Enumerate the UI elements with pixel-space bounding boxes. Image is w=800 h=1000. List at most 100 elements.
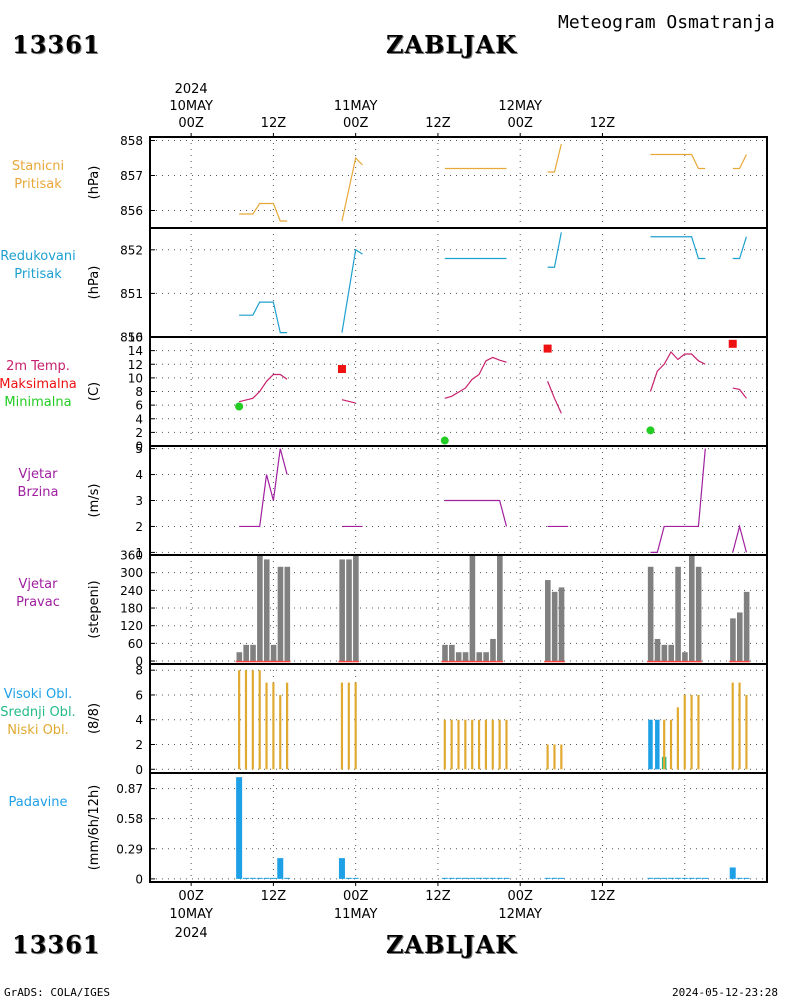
cloud-bar <box>477 719 481 770</box>
time-tick-label-top: 00Z <box>507 116 533 131</box>
frames-layer <box>149 133 768 886</box>
panel-frame <box>149 227 768 338</box>
precipitation-bar <box>236 777 243 879</box>
tmax-marker <box>337 365 346 374</box>
cloud-bar <box>745 694 748 770</box>
cloud-bar <box>340 682 344 770</box>
precipitation-bar <box>482 877 489 879</box>
cloud-bar <box>286 682 289 770</box>
panel-label: Pritisak <box>14 267 62 282</box>
time-tick-label-top: 12Z <box>590 116 616 131</box>
tmin-marker <box>646 426 655 435</box>
y-tick-label: 0 <box>135 655 143 669</box>
precipitation-bar <box>496 877 503 879</box>
unit-label: (hPa) <box>87 166 102 200</box>
cloud-bar <box>491 719 494 770</box>
series-line <box>547 381 562 414</box>
cloud-bar <box>272 682 275 770</box>
cloud-bar <box>655 719 660 770</box>
y-tick-label: 4 <box>135 412 143 426</box>
cloud-bar <box>251 670 254 770</box>
time-tick-label-top: 00Z <box>343 116 369 131</box>
y-tick-label: 0 <box>135 763 143 777</box>
precipitation-bar <box>270 877 277 879</box>
precipitation-bar <box>729 867 736 879</box>
y-tick-label: 6 <box>135 688 143 702</box>
series-line <box>341 156 363 222</box>
precipitation-bar <box>674 877 681 879</box>
panel-label: Vjetar <box>19 467 59 482</box>
wind-direction-bar <box>284 566 291 662</box>
y-tick-label: 851 <box>120 287 143 301</box>
y-tick-label: 857 <box>120 169 143 183</box>
precipitation-bar <box>462 877 469 879</box>
precipitation-bar <box>489 877 496 879</box>
cloud-bar <box>690 694 693 770</box>
wind-direction-bar <box>695 566 702 662</box>
cloud-bar <box>676 707 679 770</box>
precipitation-bar <box>345 877 352 879</box>
cloud-bar <box>354 682 357 770</box>
wind-direction-bar <box>277 566 284 662</box>
y-tick-label: 0 <box>135 872 143 886</box>
cloud-bar <box>244 670 248 770</box>
cloud-bar <box>238 670 241 770</box>
cloud-bar <box>258 670 261 770</box>
unit-label: (8/8) <box>87 703 102 734</box>
day-label-bottom: 11MAY <box>334 907 378 922</box>
cloud-bar <box>697 694 700 770</box>
panel-label: Minimalna <box>4 395 71 410</box>
time-tick-label-top: 12Z <box>425 116 451 131</box>
series-line <box>649 350 706 392</box>
cloud-bar <box>443 719 446 770</box>
day-label-top: 11MAY <box>334 99 378 114</box>
wind-direction-bar <box>730 618 736 662</box>
panel-label: Vjetar <box>19 577 59 592</box>
day-label-top: 12MAY <box>498 99 542 114</box>
wind-direction-bar <box>236 652 243 662</box>
y-tick-label: 10 <box>128 371 143 385</box>
precipitation-bar <box>249 877 256 879</box>
y-tick-label: 16 <box>128 331 143 345</box>
series-line <box>341 248 363 333</box>
y-tick-label: 858 <box>120 134 143 148</box>
wind-direction-bar <box>250 644 256 662</box>
y-tick-label: 4 <box>135 713 143 727</box>
wind-direction-bar <box>243 644 249 662</box>
cloud-bar <box>347 682 350 770</box>
precipitation-bar <box>448 877 455 879</box>
cloud-bar <box>669 719 673 770</box>
cloud-bar <box>648 719 653 770</box>
precipitation-bar <box>284 877 291 879</box>
tmax-marker <box>728 339 737 348</box>
precipitation-bar <box>681 877 688 879</box>
y-tick-label: 4 <box>135 468 143 482</box>
panel-label: Brzina <box>18 485 59 500</box>
series-line <box>650 448 706 554</box>
precipitation-bar <box>654 877 661 879</box>
series-line <box>650 236 706 260</box>
cloud-bar <box>498 719 501 770</box>
series-line <box>239 301 288 334</box>
series-line <box>732 387 747 399</box>
wind-direction-bar <box>661 644 668 662</box>
y-tick-label: 14 <box>128 344 143 358</box>
y-tick-label: 2 <box>135 426 143 440</box>
wind-direction-bar <box>455 652 462 662</box>
wind-direction-bar <box>497 555 503 662</box>
panel-frame <box>149 554 768 665</box>
wind-direction-bar <box>558 587 565 662</box>
wind-direction-bar <box>257 555 263 662</box>
credit-text: GrADS: COLA/IGES <box>4 986 110 999</box>
cloud-bar <box>450 719 453 770</box>
year-label-top: 2024 <box>175 82 208 97</box>
precipitation-bar <box>469 877 476 879</box>
y-tick-label: 1 <box>135 546 143 560</box>
wind-direction-bar <box>654 638 661 662</box>
precipitation-bar <box>476 877 483 879</box>
wind-direction-bar <box>339 559 345 662</box>
cloud-bar <box>546 744 549 770</box>
precipitation-bar <box>668 877 675 879</box>
y-tick-label: 0.58 <box>116 812 143 826</box>
series-line <box>732 524 748 553</box>
